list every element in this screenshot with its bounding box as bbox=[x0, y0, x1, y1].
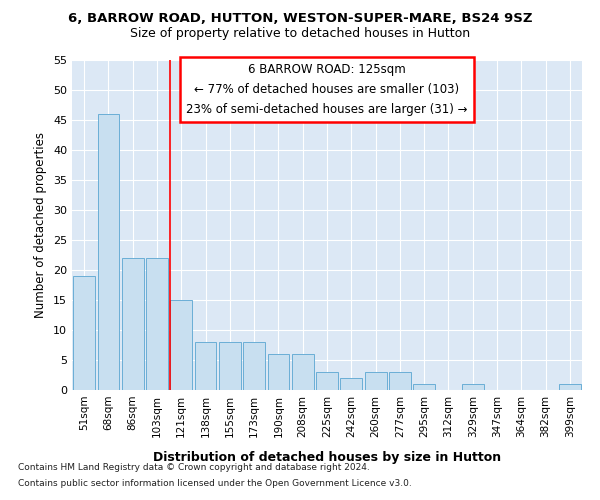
Y-axis label: Number of detached properties: Number of detached properties bbox=[34, 132, 47, 318]
Bar bbox=[194, 342, 217, 390]
Bar bbox=[122, 258, 143, 390]
Bar bbox=[146, 258, 168, 390]
Bar bbox=[559, 384, 581, 390]
Text: 6 BARROW ROAD: 125sqm
← 77% of detached houses are smaller (103)
23% of semi-det: 6 BARROW ROAD: 125sqm ← 77% of detached … bbox=[186, 64, 468, 116]
Bar bbox=[316, 372, 338, 390]
Bar bbox=[340, 378, 362, 390]
Bar bbox=[97, 114, 119, 390]
Text: Contains HM Land Registry data © Crown copyright and database right 2024.: Contains HM Land Registry data © Crown c… bbox=[18, 464, 370, 472]
Text: Contains public sector information licensed under the Open Government Licence v3: Contains public sector information licen… bbox=[18, 478, 412, 488]
X-axis label: Distribution of detached houses by size in Hutton: Distribution of detached houses by size … bbox=[153, 451, 501, 464]
Bar bbox=[170, 300, 192, 390]
Bar bbox=[389, 372, 411, 390]
Bar bbox=[365, 372, 386, 390]
Bar bbox=[462, 384, 484, 390]
Bar bbox=[243, 342, 265, 390]
Bar bbox=[292, 354, 314, 390]
Text: Size of property relative to detached houses in Hutton: Size of property relative to detached ho… bbox=[130, 28, 470, 40]
Bar bbox=[219, 342, 241, 390]
Bar bbox=[413, 384, 435, 390]
Bar bbox=[268, 354, 289, 390]
Bar bbox=[73, 276, 95, 390]
Text: 6, BARROW ROAD, HUTTON, WESTON-SUPER-MARE, BS24 9SZ: 6, BARROW ROAD, HUTTON, WESTON-SUPER-MAR… bbox=[68, 12, 532, 26]
